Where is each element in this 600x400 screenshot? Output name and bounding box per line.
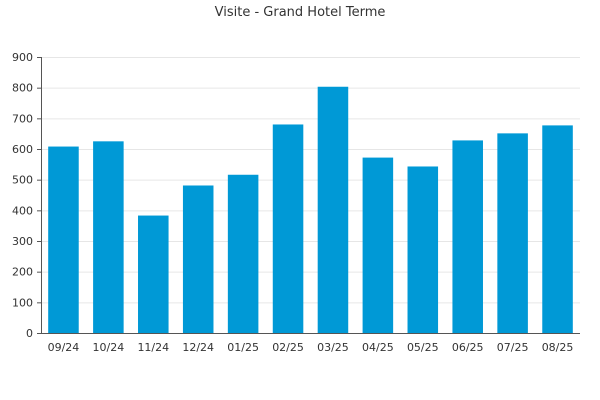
x-tick-label: 09/24 (48, 341, 80, 354)
x-tick-label: 06/25 (452, 341, 484, 354)
bar-07-25 (497, 133, 528, 333)
bar-12-24 (182, 185, 214, 333)
y-tick-label: 900 (12, 51, 33, 64)
bar-11-24 (138, 215, 169, 333)
bar-08-25 (542, 125, 573, 333)
y-tick-label: 500 (12, 174, 33, 187)
y-tick-label: 100 (12, 296, 33, 309)
bars (48, 86, 573, 333)
bar-01-25 (227, 174, 259, 333)
y-tick-label: 300 (12, 235, 33, 248)
x-tick-label: 03/25 (317, 341, 349, 354)
x-tick-label: 11/24 (137, 341, 169, 354)
y-tick-labels: 0 100 200 300 400 500 600 700 800 900 (12, 51, 33, 340)
bar-09-24 (48, 146, 79, 333)
x-tick-label: 10/24 (93, 341, 125, 354)
axes (37, 57, 580, 334)
x-tick-label: 02/25 (272, 341, 304, 354)
x-tick-label: 08/25 (542, 341, 574, 354)
y-tick-label: 0 (26, 327, 33, 340)
grid-lines (41, 57, 580, 304)
x-tick-label: 12/24 (182, 341, 214, 354)
bar-10-24 (93, 141, 124, 333)
y-tick-label: 200 (12, 266, 33, 279)
chart-title: Visite - Grand Hotel Terme (215, 5, 386, 20)
x-tick-labels: 09/24 10/24 11/24 12/24 01/25 02/25 03/25 04/25… (48, 341, 574, 354)
x-tick-label: 07/25 (497, 341, 529, 354)
y-tick-label: 700 (12, 112, 33, 125)
x-tick-label: 05/25 (407, 341, 439, 354)
bar-06-25 (452, 140, 483, 333)
x-tick-label: 01/25 (227, 341, 259, 354)
x-tick-label: 04/25 (362, 341, 394, 354)
y-tick-label: 400 (12, 204, 33, 217)
bar-05-25 (407, 166, 439, 333)
bar-04-25 (362, 157, 394, 333)
bar-02-25 (272, 124, 304, 333)
y-tick-label: 600 (12, 143, 33, 156)
y-tick-label: 800 (12, 82, 33, 95)
bar-03-25 (317, 86, 349, 333)
